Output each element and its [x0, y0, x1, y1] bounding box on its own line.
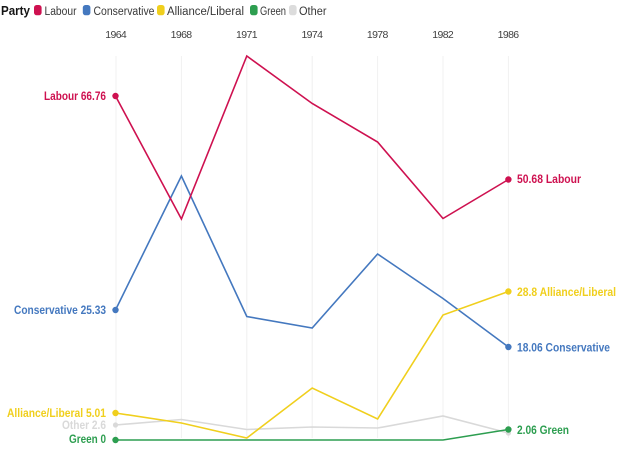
svg-text:1968: 1968	[171, 29, 193, 41]
svg-text:1986: 1986	[498, 29, 520, 41]
svg-text:Green 0: Green 0	[69, 434, 106, 446]
svg-text:1971: 1971	[236, 29, 258, 41]
svg-text:28.8 Alliance/Liberal: 28.8 Alliance/Liberal	[517, 287, 616, 299]
svg-text:1974: 1974	[301, 29, 323, 41]
svg-text:2.06 Green: 2.06 Green	[517, 425, 569, 437]
svg-text:Labour: Labour	[45, 6, 77, 18]
svg-text:18.06 Conservative: 18.06 Conservative	[517, 343, 610, 355]
svg-text:Conservative 25.33: Conservative 25.33	[14, 305, 106, 317]
svg-text:50.68 Labour: 50.68 Labour	[517, 174, 581, 186]
svg-text:1978: 1978	[367, 29, 389, 41]
svg-text:Other: Other	[299, 6, 327, 18]
svg-text:Green: Green	[260, 6, 286, 18]
svg-text:Labour 66.76: Labour 66.76	[44, 91, 106, 103]
svg-text:Other 2.6: Other 2.6	[62, 420, 106, 432]
svg-text:Conservative: Conservative	[94, 6, 155, 18]
svg-text:Alliance/Liberal 5.01: Alliance/Liberal 5.01	[7, 408, 107, 420]
svg-text:Alliance/Liberal: Alliance/Liberal	[167, 6, 244, 18]
svg-text:Party: Party	[1, 4, 30, 18]
svg-text:1982: 1982	[432, 29, 454, 41]
svg-text:1964: 1964	[105, 29, 127, 41]
